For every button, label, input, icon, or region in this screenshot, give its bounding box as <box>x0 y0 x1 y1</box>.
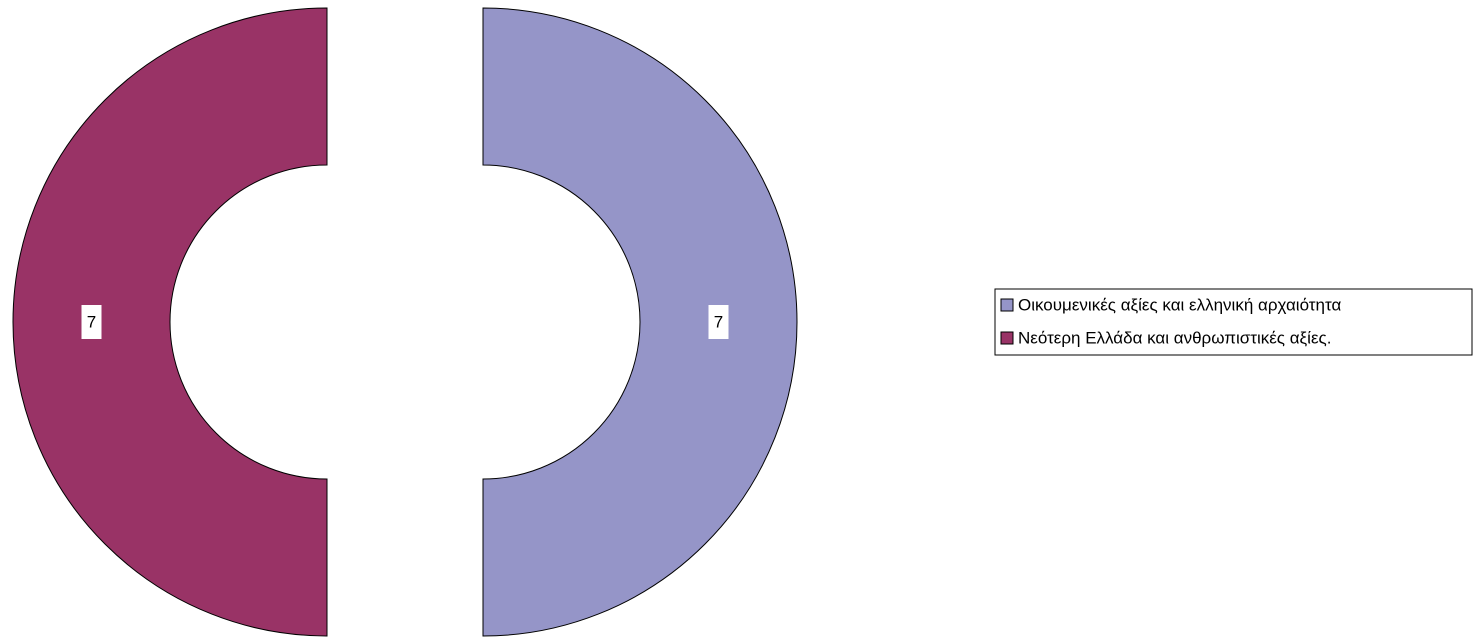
legend-marker <box>1000 331 1014 345</box>
data-label-box <box>81 305 102 339</box>
legend-label: Οικουμενικές αξίες και ελληνική αρχαιότη… <box>1018 295 1341 314</box>
data-label: 7 <box>87 312 96 331</box>
donut-slice <box>482 7 798 637</box>
legend-box <box>994 288 1473 356</box>
data-label: 7 <box>714 312 723 331</box>
legend-marker <box>1000 298 1014 312</box>
legend-label: Νεότερη Ελλάδα και ανθρωπιστικές αξίες. <box>1018 328 1331 347</box>
donut-slice <box>12 7 328 637</box>
data-label-box <box>708 305 729 339</box>
